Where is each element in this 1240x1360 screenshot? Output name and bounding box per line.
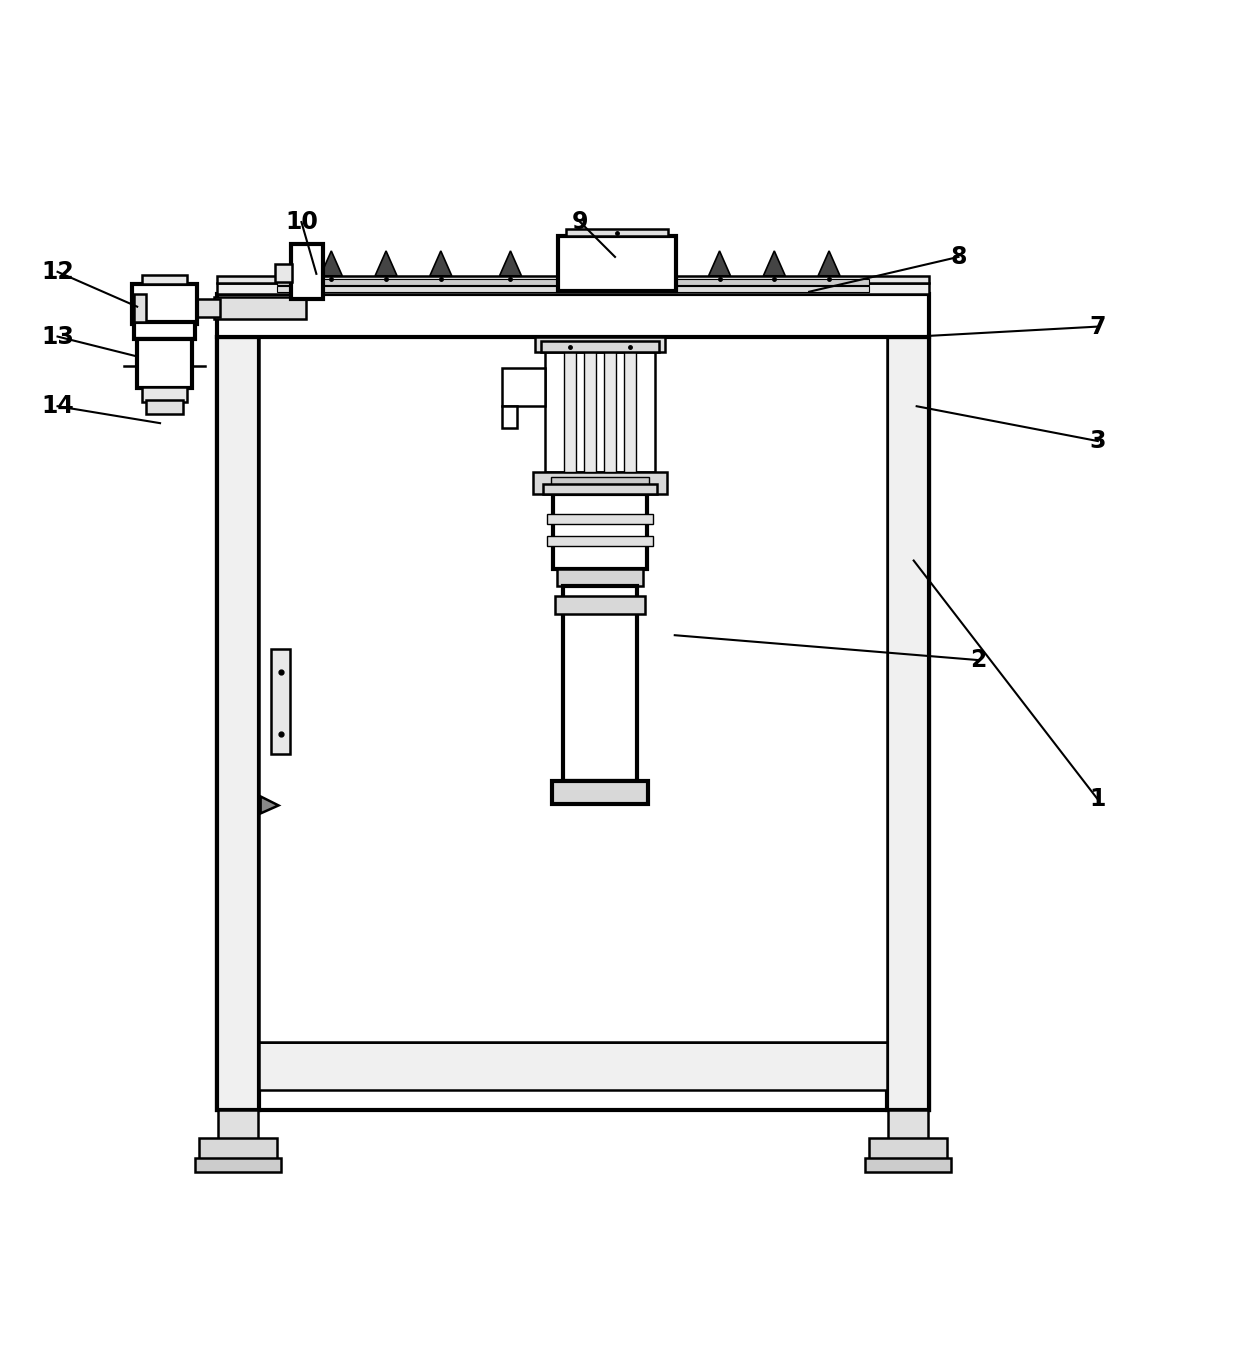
Bar bbox=[547, 536, 653, 547]
Polygon shape bbox=[260, 797, 279, 813]
Bar bbox=[291, 243, 324, 299]
Bar bbox=[543, 484, 657, 494]
Text: 8: 8 bbox=[950, 245, 967, 269]
Bar bbox=[554, 597, 645, 615]
Text: 13: 13 bbox=[41, 325, 74, 348]
Text: 7: 7 bbox=[1090, 314, 1106, 339]
Bar bbox=[217, 276, 929, 283]
Polygon shape bbox=[764, 252, 785, 276]
Bar bbox=[270, 649, 290, 753]
Bar bbox=[133, 284, 197, 324]
Text: 12: 12 bbox=[41, 260, 74, 284]
Bar bbox=[217, 294, 929, 336]
Text: 3: 3 bbox=[1090, 428, 1106, 453]
Bar bbox=[501, 369, 546, 407]
Text: 14: 14 bbox=[41, 394, 74, 419]
Polygon shape bbox=[708, 252, 730, 276]
Bar bbox=[217, 336, 259, 1110]
Bar bbox=[888, 1110, 928, 1142]
Text: 10: 10 bbox=[285, 209, 317, 234]
Bar bbox=[217, 336, 929, 1110]
Text: 9: 9 bbox=[572, 209, 589, 234]
Bar bbox=[146, 400, 184, 415]
Bar bbox=[584, 352, 596, 472]
Bar bbox=[547, 514, 653, 524]
Bar bbox=[143, 388, 187, 403]
Bar bbox=[143, 275, 187, 284]
Bar bbox=[195, 1157, 280, 1172]
Bar bbox=[197, 299, 219, 317]
Polygon shape bbox=[818, 252, 839, 276]
Bar bbox=[624, 352, 636, 472]
Bar bbox=[138, 339, 192, 389]
Bar bbox=[277, 286, 869, 292]
Bar bbox=[563, 586, 637, 781]
Bar bbox=[501, 407, 517, 428]
Polygon shape bbox=[376, 252, 397, 276]
Bar bbox=[567, 228, 668, 237]
Bar bbox=[274, 264, 293, 282]
Text: 1: 1 bbox=[1090, 787, 1106, 812]
Bar bbox=[864, 1157, 951, 1172]
Bar bbox=[564, 352, 577, 472]
Bar bbox=[277, 279, 869, 284]
Bar bbox=[217, 283, 929, 294]
Bar bbox=[604, 352, 616, 472]
Bar bbox=[259, 336, 887, 1042]
Bar bbox=[552, 477, 649, 488]
Bar bbox=[134, 321, 195, 339]
Bar bbox=[557, 568, 644, 586]
Bar bbox=[558, 237, 676, 291]
Bar bbox=[213, 296, 306, 318]
Bar bbox=[552, 781, 649, 804]
Bar bbox=[134, 294, 146, 321]
Bar bbox=[259, 1042, 887, 1091]
Bar bbox=[887, 336, 929, 1110]
Bar bbox=[869, 1138, 946, 1160]
Bar bbox=[536, 336, 665, 352]
Bar bbox=[533, 472, 667, 494]
Bar bbox=[546, 352, 655, 472]
Bar bbox=[542, 340, 658, 352]
Polygon shape bbox=[320, 252, 342, 276]
Bar bbox=[198, 1138, 277, 1160]
Polygon shape bbox=[430, 252, 451, 276]
Text: 2: 2 bbox=[970, 649, 987, 672]
Bar bbox=[553, 494, 647, 568]
Polygon shape bbox=[500, 252, 522, 276]
Bar bbox=[218, 1110, 258, 1142]
